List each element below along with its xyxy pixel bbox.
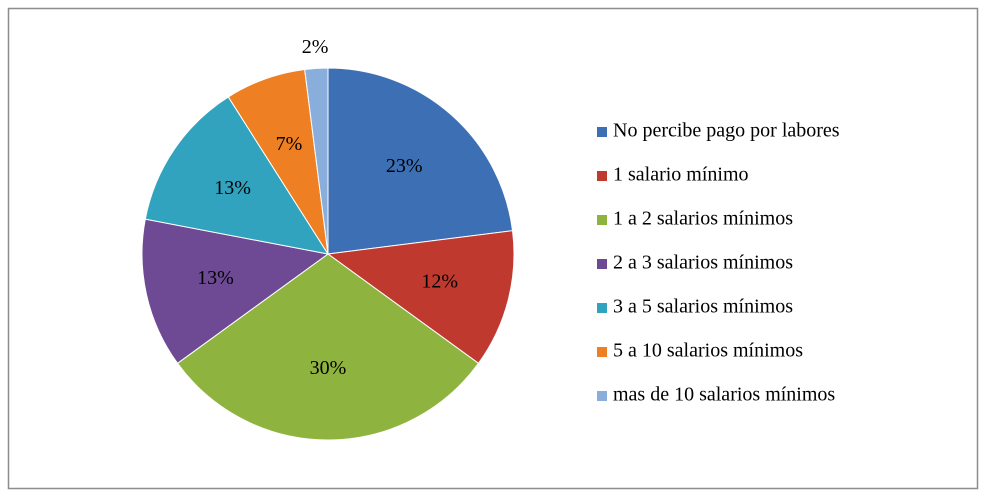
legend-swatch	[597, 215, 607, 225]
pie-slice	[327, 67, 514, 255]
legend-swatch	[597, 171, 607, 181]
data-label: 13%	[214, 177, 251, 199]
legend-label: 3 a 5 salarios mínimos	[613, 296, 793, 318]
data-label: 13%	[197, 267, 234, 289]
legend-label: 1 salario mínimo	[613, 164, 749, 186]
legend-label: mas de 10 salarios mínimos	[613, 384, 835, 406]
legend-swatch	[597, 347, 607, 357]
pie-slice	[141, 218, 330, 365]
data-label: 7%	[276, 133, 303, 155]
legend-label: 1 a 2 salarios mínimos	[613, 208, 793, 230]
legend-label: No percibe pago por labores	[613, 120, 840, 142]
legend-swatch	[597, 127, 607, 137]
data-label: 30%	[310, 357, 347, 379]
data-label: 2%	[302, 36, 329, 58]
data-label: 23%	[386, 155, 423, 177]
legend-label: 2 a 3 salarios mínimos	[613, 252, 793, 274]
legend-swatch	[597, 303, 607, 313]
pie-slice	[304, 67, 329, 255]
legend-swatch	[597, 391, 607, 401]
pie-slice	[326, 230, 515, 365]
data-label: 12%	[421, 270, 458, 292]
legend-label: 5 a 10 salarios mínimos	[613, 340, 803, 362]
pie-slice	[176, 253, 480, 441]
legend-swatch	[597, 259, 607, 269]
pie-slice	[144, 96, 330, 255]
